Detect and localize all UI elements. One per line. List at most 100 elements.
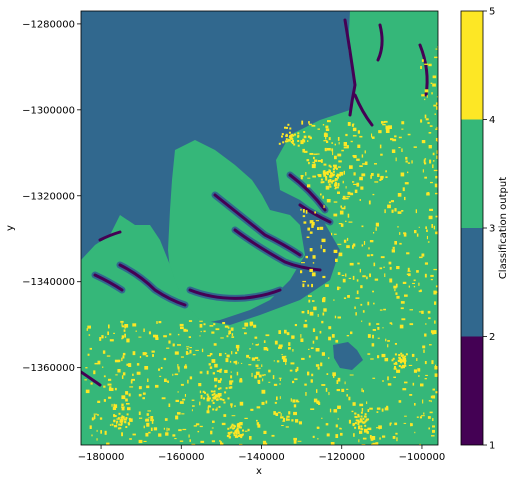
class-4-pixel [124, 333, 126, 338]
class-4-pixel [211, 427, 214, 429]
class-4-pixel [375, 442, 379, 445]
class-4-pixel [179, 323, 184, 327]
class-4-pixel [420, 415, 425, 417]
class-4-pixel [209, 405, 211, 408]
class-4-pixel [345, 186, 347, 189]
class-4-pixel [138, 411, 141, 415]
class-4-pixel [398, 365, 401, 367]
class-4-pixel [328, 357, 330, 359]
class-4-pixel [122, 416, 125, 419]
class-4-pixel [316, 426, 320, 429]
class-4-pixel [318, 402, 321, 405]
class-4-pixel [415, 209, 417, 214]
class-4-pixel [199, 371, 203, 374]
class-4-pixel [416, 270, 419, 273]
class-4-pixel [305, 172, 307, 176]
class-4-pixel [357, 421, 360, 424]
class-4-pixel [228, 436, 231, 439]
class-4-pixel [404, 362, 406, 365]
class-4-pixel [290, 362, 295, 365]
class-4-pixel [430, 395, 434, 399]
class-4-pixel [227, 432, 230, 435]
class-4-pixel [307, 177, 311, 179]
class-4-pixel [233, 424, 236, 427]
class-4-pixel [200, 440, 205, 443]
class-4-pixel [362, 163, 366, 165]
class-4-pixel [347, 191, 351, 195]
class-4-pixel [426, 95, 428, 98]
class-4-pixel [279, 396, 281, 400]
class-4-pixel [227, 427, 230, 430]
class-4-pixel [87, 353, 90, 356]
class-4-pixel [343, 297, 347, 299]
class-4-pixel [212, 396, 215, 399]
class-4-pixel [326, 171, 330, 173]
class-4-pixel [231, 336, 235, 338]
class-4-pixel [392, 357, 395, 360]
class-4-pixel [297, 132, 300, 135]
class-4-pixel [227, 397, 230, 400]
class-4-pixel [181, 413, 185, 415]
class-4-pixel [377, 173, 380, 177]
class-4-pixel [424, 361, 427, 365]
class-4-pixel [342, 278, 346, 283]
class-4-pixel [370, 358, 374, 360]
class-4-pixel [155, 384, 159, 388]
class-4-pixel [285, 134, 288, 137]
class-4-pixel [427, 122, 430, 124]
mangrove-edge [213, 193, 302, 257]
class-4-pixel [291, 137, 294, 140]
class-4-pixel [434, 301, 437, 305]
class-4-pixel [392, 436, 396, 439]
class-4-pixel [237, 348, 239, 352]
class-4-pixel [320, 362, 323, 367]
class-4-pixel [128, 363, 132, 367]
class-4-pixel [433, 160, 435, 162]
class-4-pixel [177, 364, 179, 368]
class-4-pixel [430, 274, 434, 277]
class-4-pixel [255, 364, 259, 367]
class-4-pixel [354, 415, 357, 418]
class-4-pixel [250, 408, 254, 411]
class-4-pixel [388, 125, 392, 129]
class-4-pixel [328, 137, 331, 141]
x-tick-label: −120000 [318, 452, 365, 463]
class-4-pixel [371, 436, 376, 440]
class-4-pixel [331, 180, 333, 183]
class-4-pixel [244, 332, 247, 335]
class-4-pixel [139, 417, 143, 419]
y-axis: −1280000 −1300000 −1320000 −1340000 −1360000 [22, 19, 81, 374]
class-4-pixel [430, 400, 432, 403]
class-4-pixel [166, 347, 170, 349]
class-4-pixel [303, 135, 307, 139]
class-4-pixel [113, 403, 115, 408]
class-4-pixel [286, 415, 290, 418]
class-4-pixel [329, 179, 332, 181]
class-4-pixel [130, 380, 133, 384]
mangrove-edge [376, 23, 384, 62]
class-4-pixel [428, 145, 432, 149]
class-4-pixel [199, 401, 201, 406]
class-4-pixel [315, 220, 319, 222]
class-4-pixel [357, 415, 360, 418]
class-4-pixel [239, 422, 243, 426]
class-4-pixel [283, 417, 286, 422]
class-4-pixel [322, 181, 325, 184]
class-4-pixel [99, 337, 102, 341]
class-4-pixel [167, 380, 169, 383]
class-4-pixel [151, 420, 154, 424]
class-4-pixel [424, 98, 426, 101]
class-4-pixel [428, 317, 431, 320]
class-4-pixel [249, 321, 254, 326]
class-4-pixel [369, 273, 371, 278]
class-4-pixel [404, 294, 408, 297]
class-4-pixel [244, 417, 248, 419]
class-4-pixel [421, 253, 425, 257]
class-4-pixel [220, 441, 222, 444]
class-4-pixel [404, 361, 406, 364]
class-4-pixel [384, 273, 386, 277]
class-4-pixel [400, 301, 405, 304]
class-4-pixel [407, 162, 411, 164]
class-4-pixel [402, 360, 405, 363]
